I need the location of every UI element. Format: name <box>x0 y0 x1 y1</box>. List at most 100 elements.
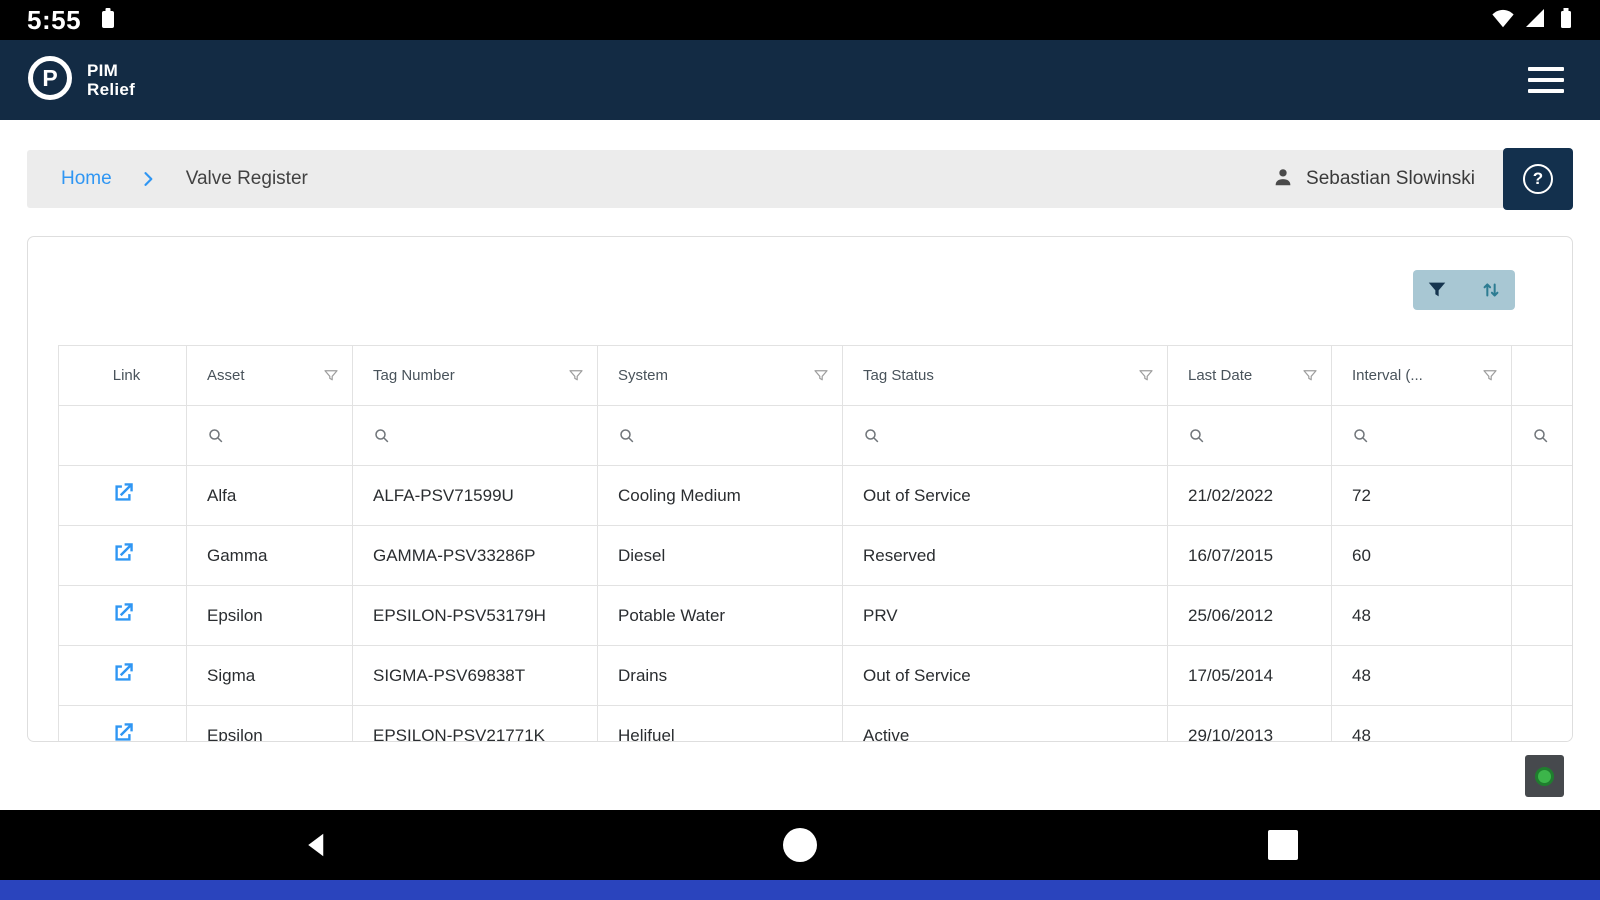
open-link-button[interactable] <box>58 525 187 586</box>
cell-tag-number: EPSILON-PSV53179H <box>352 585 598 646</box>
bottom-accent-strip <box>0 880 1600 900</box>
recents-square-icon <box>1268 830 1298 860</box>
android-nav-bar <box>0 810 1600 880</box>
valve-register-table: Link Asset Tag Number System Tag Status <box>58 345 1572 741</box>
table-row: Gamma GAMMA-PSV33286P Diesel Reserved 16… <box>58 525 1572 586</box>
column-header-tag-number[interactable]: Tag Number <box>352 345 598 406</box>
user-icon <box>1272 166 1294 193</box>
external-link-icon <box>114 603 133 621</box>
brand-name: PIM Relief <box>87 61 136 99</box>
open-link-button[interactable] <box>58 465 187 526</box>
column-header-asset[interactable]: Asset <box>186 345 353 406</box>
cell-tag-status: Out of Service <box>842 645 1168 706</box>
cell-tag-number: EPSILON-PSV21771K <box>352 705 598 741</box>
cell-clipped <box>1511 525 1572 586</box>
cell-tag-status: Reserved <box>842 525 1168 586</box>
search-icon <box>620 428 634 442</box>
cell-last-date: 25/06/2012 <box>1167 585 1332 646</box>
external-link-icon <box>114 483 133 501</box>
cell-tag-number: ALFA-PSV71599U <box>352 465 598 526</box>
column-header-clipped[interactable] <box>1511 345 1572 406</box>
open-link-button[interactable] <box>58 585 187 646</box>
record-dot-icon <box>1535 766 1554 786</box>
cell-asset: Alfa <box>186 465 353 526</box>
user-name: Sebastian Slowinski <box>1306 168 1475 189</box>
menu-button[interactable] <box>1528 67 1564 93</box>
funnel-icon <box>814 369 828 380</box>
home-circle-icon <box>783 828 817 862</box>
cell-tag-number: GAMMA-PSV33286P <box>352 525 598 586</box>
cell-last-date: 16/07/2015 <box>1167 525 1332 586</box>
column-header-last-date[interactable]: Last Date <box>1167 345 1332 406</box>
cell-asset: Epsilon <box>186 585 353 646</box>
cell-tag-number: SIGMA-PSV69838T <box>352 645 598 706</box>
cell-asset: Epsilon <box>186 705 353 741</box>
status-bar: 5:55 <box>0 0 1600 40</box>
clock-label: 5:55 <box>27 4 82 35</box>
cell-system: Potable Water <box>597 585 843 646</box>
screen-record-widget[interactable] <box>1525 755 1564 797</box>
external-link-icon <box>114 543 133 561</box>
battery-icon <box>1554 5 1578 36</box>
hamburger-icon <box>1528 67 1564 71</box>
content-card: Link Asset Tag Number System Tag Status <box>27 236 1573 742</box>
filter-asset[interactable] <box>186 405 353 466</box>
breadcrumb: Home Valve Register Sebastian Slowinski … <box>27 148 1573 210</box>
search-icon <box>1354 428 1368 442</box>
column-header-interval[interactable]: Interval (... <box>1331 345 1512 406</box>
app-logo: P PIM Relief <box>26 54 135 107</box>
notification-icon <box>99 6 117 35</box>
app-header: P PIM Relief <box>0 40 1600 120</box>
table-row: Epsilon EPSILON-PSV21771K Helifuel Activ… <box>58 705 1572 741</box>
column-header-link: Link <box>58 345 187 406</box>
funnel-icon <box>324 369 338 380</box>
cell-tag-status: Active <box>842 705 1168 741</box>
cell-system: Diesel <box>597 525 843 586</box>
recents-button[interactable] <box>1268 830 1298 860</box>
funnel-icon <box>1139 369 1153 380</box>
cell-clipped <box>1511 465 1572 526</box>
cell-interval: 72 <box>1331 465 1512 526</box>
filter-link <box>58 405 187 466</box>
funnel-icon <box>1483 369 1497 380</box>
filter-interval[interactable] <box>1331 405 1512 466</box>
search-icon <box>865 428 879 442</box>
external-link-icon <box>114 663 133 681</box>
cell-clipped <box>1511 585 1572 646</box>
cell-interval: 60 <box>1331 525 1512 586</box>
cell-clipped <box>1511 705 1572 741</box>
filter-system[interactable] <box>597 405 843 466</box>
cell-system: Drains <box>597 645 843 706</box>
back-button[interactable] <box>302 830 332 860</box>
open-link-button[interactable] <box>58 645 187 706</box>
filter-clipped[interactable] <box>1511 405 1572 466</box>
question-icon: ? <box>1523 164 1553 194</box>
column-header-tag-status[interactable]: Tag Status <box>842 345 1168 406</box>
filter-tag-number[interactable] <box>352 405 598 466</box>
cell-tag-status: PRV <box>842 585 1168 646</box>
help-button[interactable]: ? <box>1503 148 1573 210</box>
signal-icon <box>1523 6 1547 35</box>
home-link[interactable]: Home <box>61 168 112 189</box>
cell-last-date: 21/02/2022 <box>1167 465 1332 526</box>
home-button[interactable] <box>783 828 817 862</box>
table-row: Sigma SIGMA-PSV69838T Drains Out of Serv… <box>58 645 1572 706</box>
filter-button[interactable] <box>1426 279 1448 301</box>
cell-system: Cooling Medium <box>597 465 843 526</box>
table-row: Epsilon EPSILON-PSV53179H Potable Water … <box>58 585 1572 646</box>
open-link-button[interactable] <box>58 705 187 741</box>
cell-last-date: 29/10/2013 <box>1167 705 1332 741</box>
page-title: Valve Register <box>185 168 308 189</box>
sort-button[interactable] <box>1480 279 1502 301</box>
filter-last-date[interactable] <box>1167 405 1332 466</box>
search-icon <box>1190 428 1204 442</box>
funnel-icon <box>1303 369 1317 380</box>
filter-tag-status[interactable] <box>842 405 1168 466</box>
column-header-system[interactable]: System <box>597 345 843 406</box>
cell-asset: Gamma <box>186 525 353 586</box>
external-link-icon <box>114 723 133 741</box>
cell-interval: 48 <box>1331 645 1512 706</box>
search-icon <box>209 428 223 442</box>
search-icon <box>375 428 389 442</box>
back-triangle-icon <box>308 833 324 857</box>
